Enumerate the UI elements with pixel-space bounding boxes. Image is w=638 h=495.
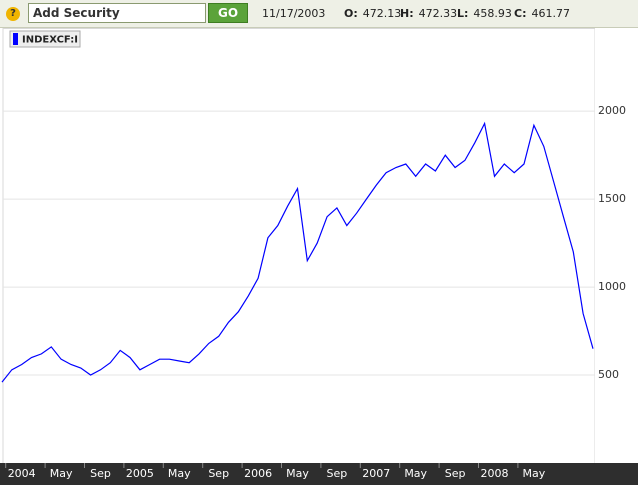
x-tick-label: May: [286, 467, 309, 480]
x-tick-label: Sep: [445, 467, 466, 480]
x-tick-label: May: [404, 467, 427, 480]
x-tick-label: 2005: [126, 467, 154, 480]
x-tick-label: May: [50, 467, 73, 480]
quote: H: 472.33: [400, 7, 457, 20]
y-tick-label: 1500: [598, 192, 626, 205]
quote-label: L:: [457, 7, 469, 20]
data-line: [1, 121, 594, 383]
legend-swatch: [13, 33, 18, 45]
quote-value: 472.33: [418, 7, 458, 20]
legend-label: INDEXCF:I: [22, 35, 78, 46]
quote-label: H:: [400, 7, 414, 20]
security-input[interactable]: Add Security: [28, 3, 206, 23]
quote-label: O:: [344, 7, 358, 20]
toolbar: ? Add Security GO 11/17/2003 O: 472.13 H: 4…: [0, 0, 638, 28]
quote-label: C:: [514, 7, 527, 20]
x-tick-label: 2008: [481, 467, 509, 480]
quote-value: 458.93: [473, 7, 512, 20]
x-tick-label: May: [523, 467, 546, 480]
y-axis-area: [595, 28, 638, 463]
plot-area: [2, 28, 596, 464]
y-tick-label: 1000: [598, 280, 626, 293]
y-tick-label: 500: [598, 368, 619, 381]
x-tick-label: 2007: [362, 467, 390, 480]
go-button[interactable]: GO: [208, 3, 248, 23]
x-tick-label: 2006: [244, 467, 272, 480]
quote-date: 11/17/2003: [262, 7, 326, 20]
help-button[interactable]: ?: [6, 7, 20, 21]
quote: C: 461.77: [514, 7, 570, 20]
y-tick-label: 2000: [598, 104, 626, 117]
legend-box: [9, 30, 81, 48]
x-tick-label: May: [168, 467, 191, 480]
quote-value: 472.13: [362, 7, 402, 20]
quote-value: 461.77: [531, 7, 570, 20]
x-tick-label: Sep: [208, 467, 229, 480]
x-tick-label: Sep: [327, 467, 348, 480]
chart: 500 1000 1500 2000 2004 May Sep 2005 May Sep 2006 M…: [0, 28, 638, 485]
x-tick-label: 2004: [8, 467, 36, 480]
quote: L: 458.93: [457, 7, 512, 20]
quote: O: 472.13: [344, 7, 401, 20]
x-tick-label: Sep: [90, 467, 111, 480]
x-axis-bar: [0, 463, 638, 485]
